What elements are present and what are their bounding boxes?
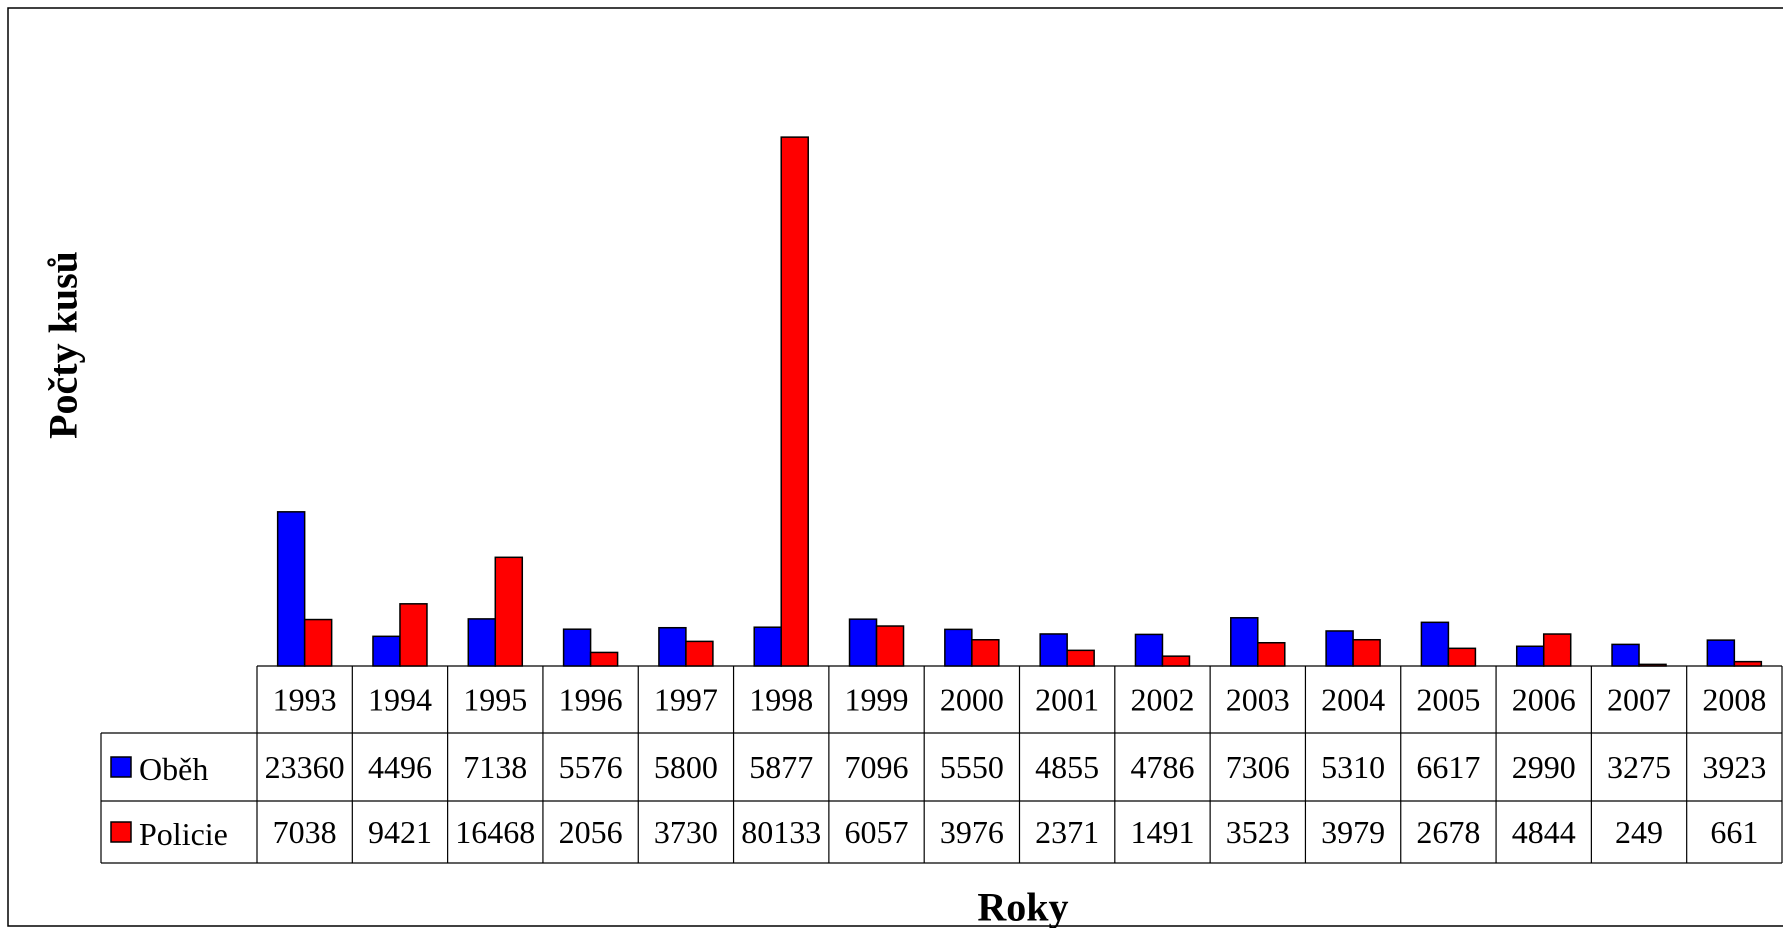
data-cell: 4496 <box>368 749 432 785</box>
x-tick-label: 1995 <box>463 682 527 718</box>
data-cell: 3979 <box>1321 814 1385 850</box>
data-cell: 6057 <box>845 814 909 850</box>
bar <box>1638 663 1667 667</box>
x-tick-label: 2005 <box>1416 682 1480 718</box>
data-cell: 5550 <box>940 749 1004 785</box>
bar <box>1066 649 1095 667</box>
bar <box>1352 638 1381 667</box>
y-axis-title: Počty kusů <box>41 251 86 439</box>
bar <box>780 136 809 667</box>
bar <box>1542 633 1572 667</box>
x-tick-label: 1993 <box>273 682 337 718</box>
x-tick-label: 1997 <box>654 682 718 718</box>
bar <box>944 628 973 667</box>
bar <box>589 651 619 667</box>
data-cell: 2371 <box>1035 814 1099 850</box>
bar <box>1420 621 1450 667</box>
bar <box>1515 645 1545 667</box>
legend-label: Oběh <box>139 751 208 787</box>
data-cell: 2678 <box>1416 814 1480 850</box>
data-cell: 4855 <box>1035 749 1099 785</box>
bar <box>494 556 524 667</box>
data-cell: 7306 <box>1226 749 1290 785</box>
data-cell: 3523 <box>1226 814 1290 850</box>
data-cell: 4844 <box>1512 814 1576 850</box>
bar <box>303 618 333 667</box>
data-cell: 80133 <box>741 814 821 850</box>
bar <box>399 603 428 667</box>
data-cell: 6617 <box>1416 749 1480 785</box>
data-cell: 3275 <box>1607 749 1671 785</box>
legend-swatch <box>110 756 132 778</box>
bar <box>848 618 878 667</box>
bar <box>276 511 306 667</box>
data-cell: 5310 <box>1321 749 1385 785</box>
data-cell: 3730 <box>654 814 718 850</box>
bar <box>562 628 592 667</box>
x-tick-label: 2004 <box>1321 682 1385 718</box>
bar <box>753 626 782 667</box>
bar <box>1733 660 1763 667</box>
x-tick-label: 2000 <box>940 682 1004 718</box>
data-cell: 5800 <box>654 749 718 785</box>
data-cell: 4786 <box>1130 749 1194 785</box>
bar <box>875 625 905 667</box>
bar <box>1257 641 1286 667</box>
data-cell: 2056 <box>559 814 623 850</box>
legend-label: Policie <box>139 816 228 852</box>
bar <box>467 618 497 667</box>
bar <box>372 635 401 667</box>
bar <box>1230 617 1259 667</box>
data-cell: 7096 <box>845 749 909 785</box>
bar <box>1325 630 1354 667</box>
x-tick-label: 1996 <box>559 682 623 718</box>
bar <box>1134 633 1164 667</box>
data-cell: 7138 <box>463 749 527 785</box>
data-cell: 5576 <box>559 749 623 785</box>
data-cell: 3976 <box>940 814 1004 850</box>
bar <box>971 639 1000 667</box>
legend-swatch <box>110 821 132 843</box>
bar <box>658 626 687 667</box>
data-cell: 16468 <box>455 814 535 850</box>
x-tick-label: 1994 <box>368 682 432 718</box>
data-cell: 3923 <box>1702 749 1766 785</box>
data-cell: 9421 <box>368 814 432 850</box>
data-cell: 1491 <box>1130 814 1194 850</box>
x-tick-label: 2008 <box>1702 682 1766 718</box>
x-tick-label: 2002 <box>1130 682 1194 718</box>
bar <box>685 640 714 667</box>
x-axis-title: Roky <box>977 885 1068 928</box>
bar <box>1611 643 1640 667</box>
data-cell: 661 <box>1710 814 1758 850</box>
data-cell: 2990 <box>1512 749 1576 785</box>
bar <box>1706 639 1736 667</box>
x-tick-label: 2007 <box>1607 682 1671 718</box>
data-cell: 7038 <box>273 814 337 850</box>
x-tick-label: 2003 <box>1226 682 1290 718</box>
data-cell: 249 <box>1615 814 1663 850</box>
bar <box>1161 655 1191 667</box>
bar <box>1039 633 1068 667</box>
bar <box>1447 647 1477 667</box>
data-cell: 5877 <box>749 749 813 785</box>
x-tick-label: 2001 <box>1035 682 1099 718</box>
x-tick-label: 1999 <box>845 682 909 718</box>
x-tick-label: 2006 <box>1512 682 1576 718</box>
x-tick-label: 1998 <box>749 682 813 718</box>
data-cell: 23360 <box>265 749 345 785</box>
frame <box>7 7 1783 927</box>
